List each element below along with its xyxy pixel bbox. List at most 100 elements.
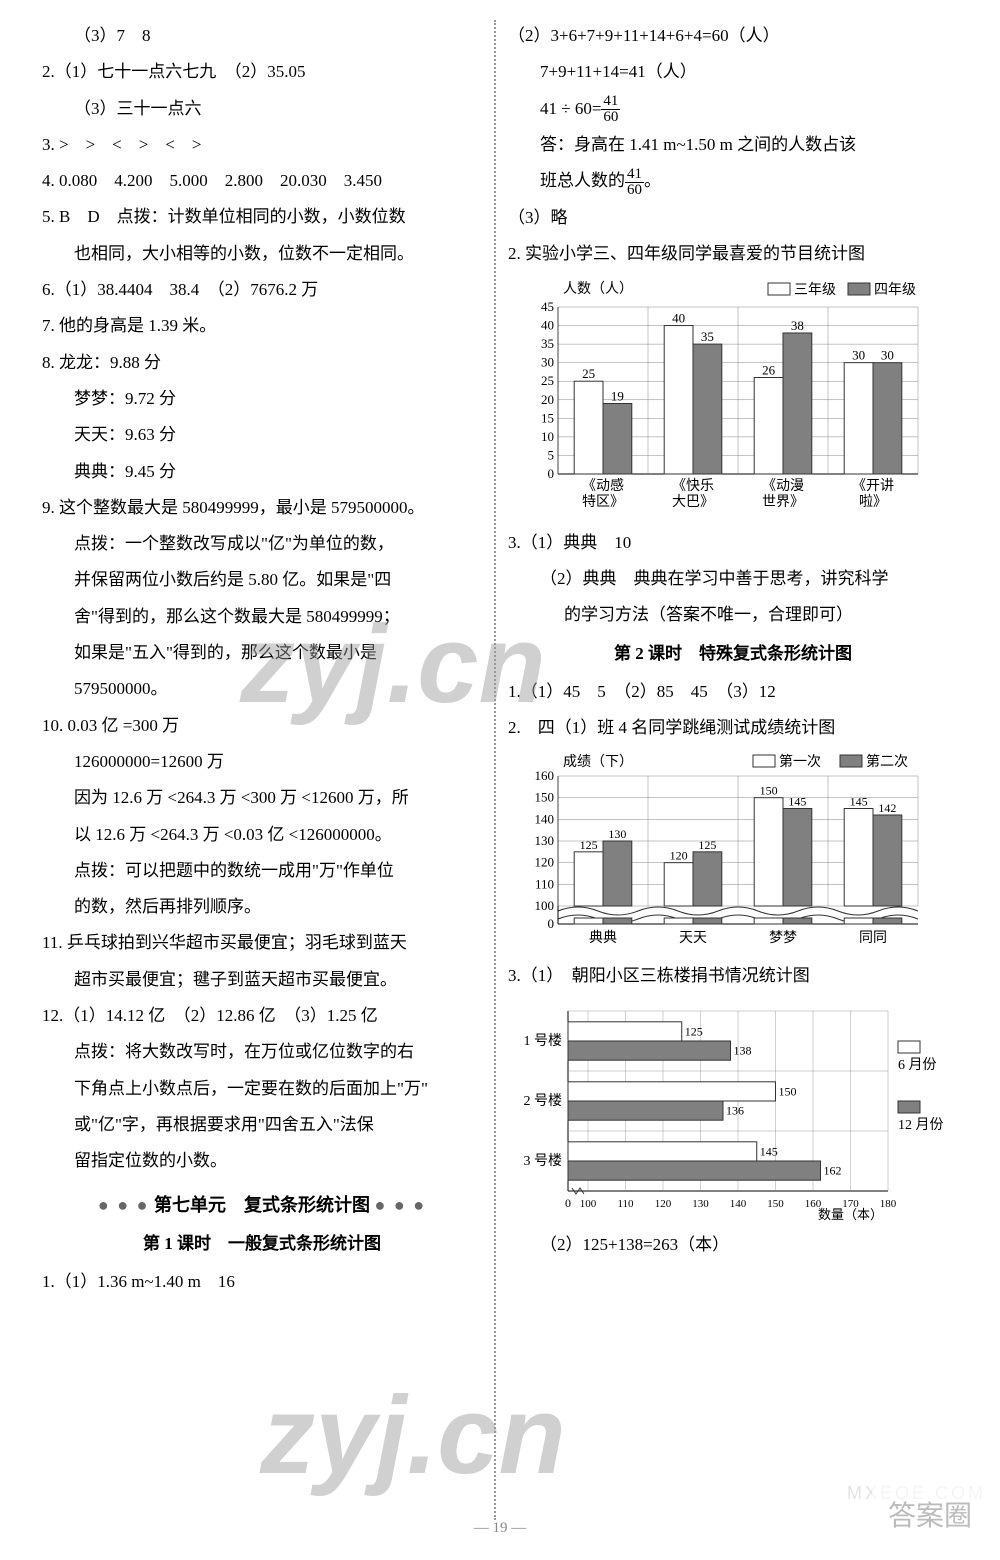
- svg-text:19: 19: [611, 388, 624, 403]
- svg-text:40: 40: [541, 317, 554, 332]
- text: 5. B D 点拨：计数单位相同的小数，小数位数: [42, 201, 482, 233]
- badge: 答案圈: [872, 1483, 988, 1548]
- svg-text:125: 125: [580, 838, 598, 852]
- text: 1.（1）1.36 m~1.40 m 16: [42, 1266, 482, 1298]
- page-number: — 19 —: [474, 1514, 527, 1543]
- svg-text:1 号楼: 1 号楼: [524, 1033, 563, 1049]
- text: （3）7 8: [42, 20, 482, 52]
- text: 或"亿"字，再根据要求用"四舍五入"法保: [42, 1109, 482, 1141]
- text: 3.（1）典典 10: [508, 527, 958, 559]
- text: 的数，然后再排列顺序。: [42, 891, 482, 923]
- text: 天天：9.63 分: [42, 419, 482, 451]
- text: 10. 0.03 亿 =300 万: [42, 710, 482, 742]
- svg-text:138: 138: [734, 1043, 752, 1057]
- svg-text:梦梦: 梦梦: [769, 930, 797, 946]
- text: 7+9+11+14=41（人）: [508, 56, 958, 88]
- text: 1.（1）45 5 （2）85 45 （3）12: [508, 676, 958, 708]
- text: 舍"得到的，那么这个数最大是 580499999；: [42, 601, 482, 633]
- svg-text:145: 145: [850, 795, 868, 809]
- svg-text:0: 0: [565, 1196, 571, 1210]
- svg-text:《开讲: 《开讲: [852, 478, 894, 494]
- svg-text:125: 125: [685, 1024, 703, 1038]
- svg-text:110: 110: [617, 1198, 634, 1210]
- svg-text:150: 150: [535, 790, 555, 805]
- text: 也相同，大小相等的小数，位数不一定相同。: [42, 238, 482, 270]
- svg-text:2 号楼: 2 号楼: [524, 1093, 563, 1109]
- svg-text:130: 130: [535, 833, 555, 848]
- lesson-heading: 第 1 课时 一般复式条形统计图: [42, 1228, 482, 1260]
- svg-text:25: 25: [582, 366, 595, 381]
- svg-text:160: 160: [535, 768, 555, 783]
- svg-text:26: 26: [762, 362, 776, 377]
- svg-text:数量（本）: 数量（本）: [818, 1207, 883, 1221]
- svg-text:天天: 天天: [679, 931, 707, 946]
- unit-heading: ● ● ● 第七单元 复式条形统计图 ● ● ●: [42, 1188, 482, 1222]
- svg-text:142: 142: [878, 801, 896, 815]
- svg-text:典典: 典典: [589, 930, 617, 946]
- text: 6.（1）38.4404 38.4 （2）7676.2 万: [42, 274, 482, 306]
- text: 9. 这个整数最大是 580499999，最小是 579500000。: [42, 492, 482, 524]
- svg-text:120: 120: [655, 1198, 672, 1210]
- svg-text:150: 150: [779, 1084, 797, 1098]
- svg-text:145: 145: [760, 1144, 778, 1158]
- svg-text:130: 130: [608, 827, 626, 841]
- text: 点拨：一个整数改写成以"亿"为单位的数，: [42, 528, 482, 560]
- svg-text:30: 30: [541, 354, 554, 369]
- svg-text:0: 0: [548, 916, 555, 931]
- svg-text:第一次: 第一次: [779, 753, 821, 770]
- text: 答：身高在 1.41 m~1.50 m 之间的人数占该: [508, 129, 958, 161]
- text: （3）三十一点六: [42, 93, 482, 125]
- svg-text:《动漫: 《动漫: [762, 478, 804, 494]
- svg-text:100: 100: [535, 898, 555, 913]
- svg-text:特区》: 特区》: [582, 494, 624, 510]
- svg-text:6 月份: 6 月份: [898, 1057, 937, 1073]
- text: 点拨：可以把题中的数统一成用"万"作单位: [42, 855, 482, 887]
- svg-text:三年级: 三年级: [794, 282, 836, 298]
- text: 579500000。: [42, 673, 482, 705]
- svg-text:0: 0: [548, 466, 555, 481]
- text: 并保留两位小数后约是 5.80 亿。如果是"四: [42, 564, 482, 596]
- svg-text:150: 150: [760, 784, 778, 798]
- svg-text:成绩（下）: 成绩（下）: [563, 754, 633, 770]
- svg-text:30: 30: [852, 347, 865, 362]
- svg-text:100: 100: [580, 1198, 597, 1210]
- svg-text:同同: 同同: [859, 931, 887, 946]
- text: 2.（1）七十一点六七九 （2）35.05: [42, 56, 482, 88]
- text: 2. 四（1）班 4 名同学跳绳测试成绩统计图: [508, 712, 958, 744]
- chart3: 6 月份12 月份0100110120130140150160170180数量（…: [508, 1001, 958, 1221]
- svg-text:第二次: 第二次: [866, 753, 908, 770]
- svg-text:162: 162: [824, 1163, 842, 1177]
- text: 12.（1）14.12 亿 （2）12.86 亿 （3）1.25 亿: [42, 1000, 482, 1032]
- svg-text:125: 125: [698, 838, 716, 852]
- text: 典典：9.45 分: [42, 456, 482, 488]
- text: 梦梦：9.72 分: [42, 383, 482, 415]
- svg-text:45: 45: [541, 299, 554, 314]
- svg-text:140: 140: [730, 1198, 747, 1210]
- svg-text:120: 120: [535, 855, 555, 870]
- text: 班总人数的4160。: [508, 165, 958, 198]
- svg-text:5: 5: [548, 447, 555, 462]
- text: （2）125+138=263（本）: [508, 1229, 958, 1261]
- svg-text:130: 130: [692, 1198, 709, 1210]
- svg-text:大巴》: 大巴》: [672, 494, 714, 510]
- text: （2）3+6+7+9+11+14+6+4=60（人）: [508, 20, 958, 52]
- svg-text:35: 35: [541, 336, 554, 351]
- svg-text:3 号楼: 3 号楼: [524, 1153, 563, 1169]
- text: 8. 龙龙：9.88 分: [42, 347, 482, 379]
- svg-text:25: 25: [541, 373, 554, 388]
- chart1-title: 2. 实验小学三、四年级同学最喜爱的节目统计图: [508, 238, 958, 270]
- svg-text:150: 150: [767, 1198, 784, 1210]
- text: 点拨：将大数改写时，在万位或亿位数字的右: [42, 1036, 482, 1068]
- text: 3.（1） 朝阳小区三栋楼捐书情况统计图: [508, 960, 958, 992]
- lesson-heading: 第 2 课时 特殊复式条形统计图: [508, 638, 958, 670]
- svg-text:《快乐: 《快乐: [672, 478, 714, 494]
- text: 超市买最便宜；毽子到蓝天超市买最便宜。: [42, 964, 482, 996]
- text: 4. 0.080 4.200 5.000 2.800 20.030 3.450: [42, 165, 482, 197]
- text: （2）典典 典典在学习中善于思考，讲究科学: [508, 563, 958, 595]
- text: 留指定位数的小数。: [42, 1145, 482, 1177]
- svg-text:12 月份: 12 月份: [898, 1117, 944, 1133]
- svg-text:四年级: 四年级: [874, 282, 916, 298]
- text: 的学习方法（答案不唯一，合理即可）: [508, 599, 958, 631]
- svg-text:40: 40: [672, 310, 685, 325]
- svg-text:世界》: 世界》: [762, 494, 804, 510]
